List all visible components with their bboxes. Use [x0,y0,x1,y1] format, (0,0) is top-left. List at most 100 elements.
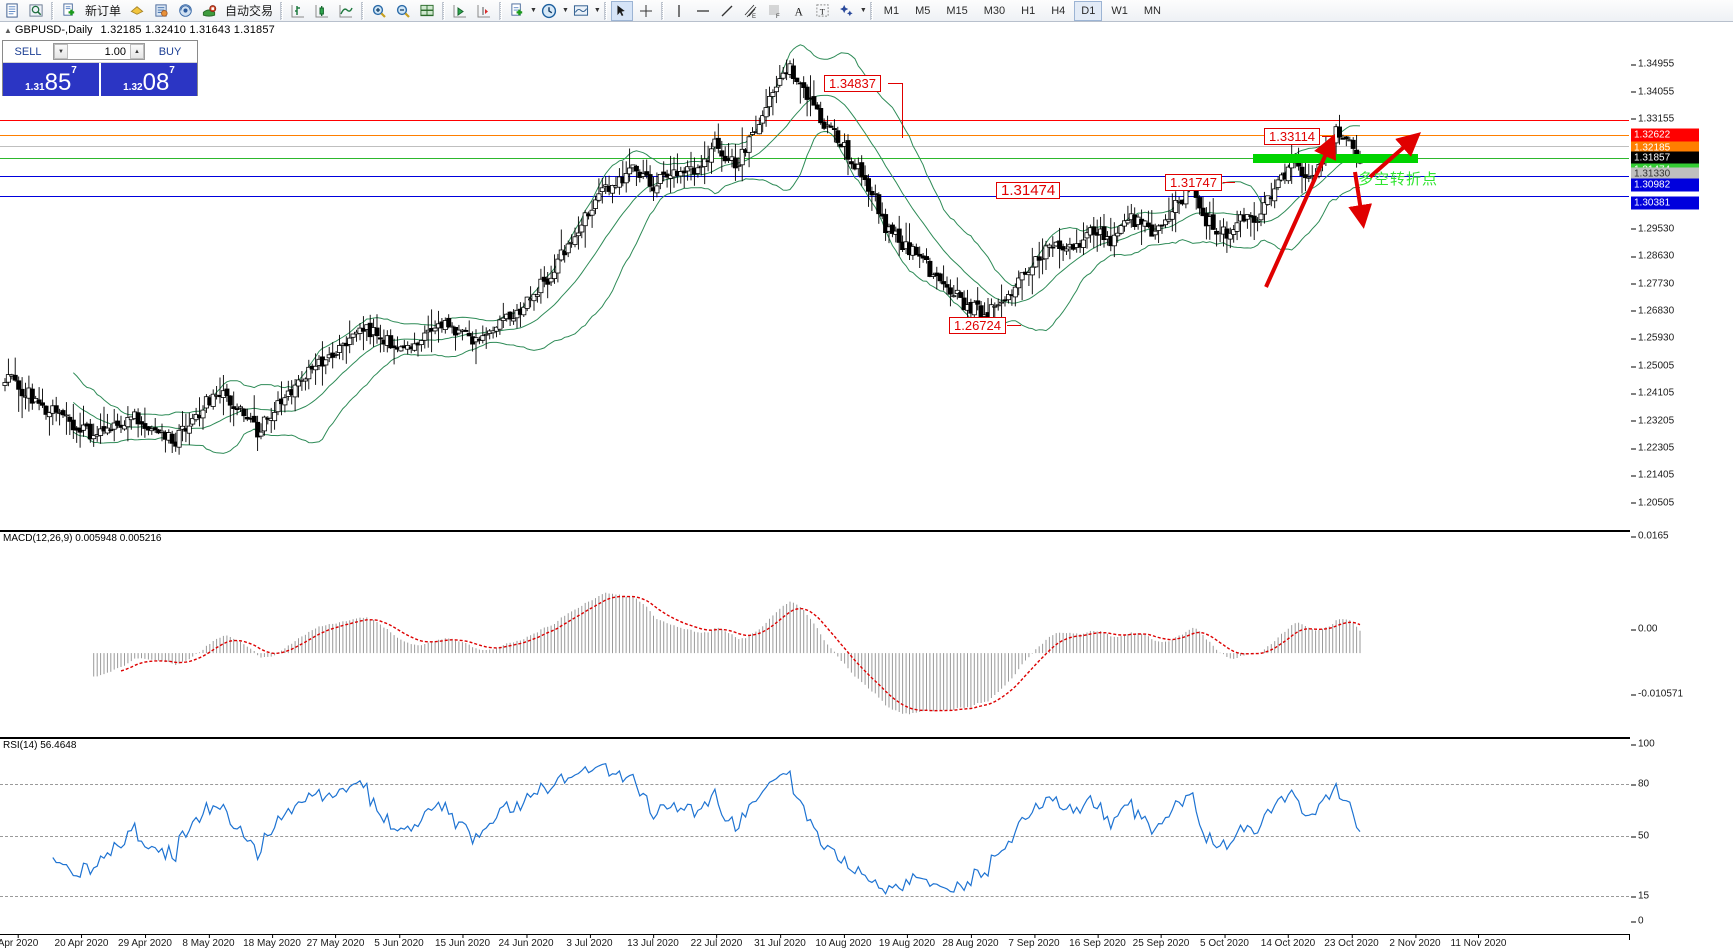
zoom-out-icon[interactable] [392,1,414,21]
equidistant-channel-icon[interactable]: E [740,1,762,21]
profiles-icon[interactable] [25,1,47,21]
up-arrow-2 [1368,132,1422,179]
pane-separator-1 [0,530,1629,532]
price-tick-1-27730: 1.27730 [1630,278,1675,289]
timeframe-mn[interactable]: MN [1143,4,1161,17]
crosshair-icon[interactable] [635,1,657,21]
hline-1-32185[interactable] [0,135,1629,136]
rsi-level-80 [0,784,1629,785]
chart-container[interactable]: 1.34837 1.31474 1.31747 1.33114 1.26724 … [0,37,1733,949]
buy-button[interactable]: BUY [158,45,182,58]
market-watch-icon[interactable] [198,1,220,21]
timeframe-m15[interactable]: M15 [946,4,968,17]
timeframe-m5[interactable]: M5 [915,4,931,17]
chevron-down-icon[interactable]: ▼ [530,7,537,14]
cursor-icon[interactable] [610,0,633,21]
volume-value[interactable]: 1.00 [104,45,126,58]
chevron-down-icon[interactable]: ▼ [593,7,601,14]
bar-chart-icon[interactable] [287,1,309,21]
collapse-icon[interactable]: ▲ [4,25,12,35]
shapes-icon[interactable] [836,1,858,21]
buy-price-main: 08 [142,69,170,96]
trendline-icon[interactable] [716,1,738,21]
zoom-in-icon[interactable] [368,1,390,21]
hline-1-30982[interactable] [0,176,1629,177]
timeframe-group: M1 M5 M15 M30 H1 H4 D1 W1 MN [876,0,1169,21]
price-tick-1-33155: 1.33155 [1630,113,1675,125]
candlestick-chart-icon[interactable] [311,1,333,21]
chart-symbol-label: GBPUSD-,Daily [14,24,93,36]
new-order-label[interactable]: 新订单 [85,4,122,18]
price-label-1-32622[interactable]: 1.32622 [1631,128,1699,142]
trade-panel-top-row: SELL ▼ 1.00 ▲ BUY [3,41,197,63]
sell-price-main: 85 [44,69,72,96]
new-order-icon[interactable] [58,1,80,21]
price-label-1-30381[interactable]: 1.30381 [1631,196,1699,210]
hline-1-32622[interactable] [0,120,1629,121]
timeframe-d1[interactable]: D1 [1074,0,1103,21]
one-click-trading-panel[interactable]: SELL ▼ 1.00 ▲ BUY 1.31 85 7 1.32 08 7 [2,40,198,96]
timeframe-h4[interactable]: H4 [1051,4,1066,17]
chevron-down-icon[interactable]: ▼ [561,7,569,14]
annotation-support[interactable]: 1.31474 [996,182,1061,199]
macd-pane[interactable]: MACD(12,26,9) 0.005948 0.005216 0.0165 0.… [0,531,1733,737]
annotation-stem [888,83,903,84]
timeframe-m1[interactable]: M1 [883,4,900,17]
main-toolbar: 新订单 自动交易 ▼ ▼ ▼ [0,0,1733,22]
annotation-stem [1223,182,1235,183]
templates-icon[interactable] [570,1,592,21]
toolbar-separator [361,1,365,20]
toolbar-separator [280,1,284,20]
price-tick-1-29530: 1.29530 [1630,223,1675,235]
buy-price-cell[interactable]: 1.32 08 7 [99,63,197,96]
terminal-icon[interactable] [416,1,438,21]
price-tick-1-26830: 1.26830 [1630,305,1675,317]
text-label-icon[interactable]: T [812,1,834,21]
timeframe-h1[interactable]: H1 [1021,4,1036,17]
sell-price-cell[interactable]: 1.31 85 7 [3,63,99,96]
price-label-1-31857[interactable]: 1.31857 [1631,151,1699,165]
annotation-stem [1007,325,1021,326]
hline-1-31330[interactable] [0,146,1629,147]
price-pane[interactable]: 1.34837 1.31474 1.31747 1.33114 1.26724 … [0,37,1733,530]
line-chart-icon[interactable] [335,1,357,21]
price-label-1-32185[interactable]: 1.32185 [1631,141,1699,155]
price-label-1-31330[interactable]: 1.31330 [1631,167,1699,181]
indicators-icon[interactable] [506,1,528,21]
data-window-icon[interactable] [150,1,172,21]
annotation-swing-high[interactable]: 1.34837 [824,75,881,92]
annotation-resistance[interactable]: 1.31747 [1165,174,1222,191]
autoscroll-icon[interactable] [449,1,471,21]
volume-decrease-icon[interactable]: ▼ [54,44,68,59]
periods-icon[interactable] [538,1,560,21]
chart-shift-icon[interactable] [473,1,495,21]
timeframe-m30[interactable]: M30 [983,4,1006,17]
hline-1-31474[interactable] [0,158,1629,159]
rsi-pane[interactable]: RSI(14) 56.4648 100 80 50 15 0 [0,739,1733,934]
chevron-down-icon[interactable]: ▼ [859,7,867,14]
navigator-icon[interactable] [174,1,196,21]
sell-button[interactable]: SELL [14,45,42,58]
vertical-line-icon[interactable] [668,1,690,21]
new-chart-icon[interactable] [1,1,23,21]
annotation-chinese-note[interactable]: 多空转折点 [1358,170,1439,188]
svg-text:A: A [794,6,803,18]
macd-series-overlay [93,592,1361,715]
volume-increase-icon[interactable]: ▲ [130,44,144,59]
rsi-series-overlay [52,762,1361,896]
autotrading-label[interactable]: 自动交易 [225,4,274,18]
annotation-target[interactable]: 1.33114 [1264,128,1321,145]
toolbar-separator [603,1,607,20]
macd-label: MACD(12,26,9) 0.005948 0.005216 [3,533,162,544]
fibonacci-icon[interactable]: F [764,1,786,21]
rsi-level-15 [0,896,1629,897]
text-icon[interactable]: A [788,1,810,21]
horizontal-line-icon[interactable] [692,1,714,21]
volume-stepper[interactable]: ▼ 1.00 ▲ [53,43,145,60]
hline-1-30381[interactable] [0,196,1629,197]
timeframe-w1[interactable]: W1 [1111,4,1128,17]
price-label-1-30982[interactable]: 1.30982 [1631,178,1699,192]
expert-advisors-icon[interactable] [126,1,148,21]
annotation-swing-low[interactable]: 1.26724 [949,317,1006,334]
trade-panel-price-row: 1.31 85 7 1.32 08 7 [3,63,197,96]
